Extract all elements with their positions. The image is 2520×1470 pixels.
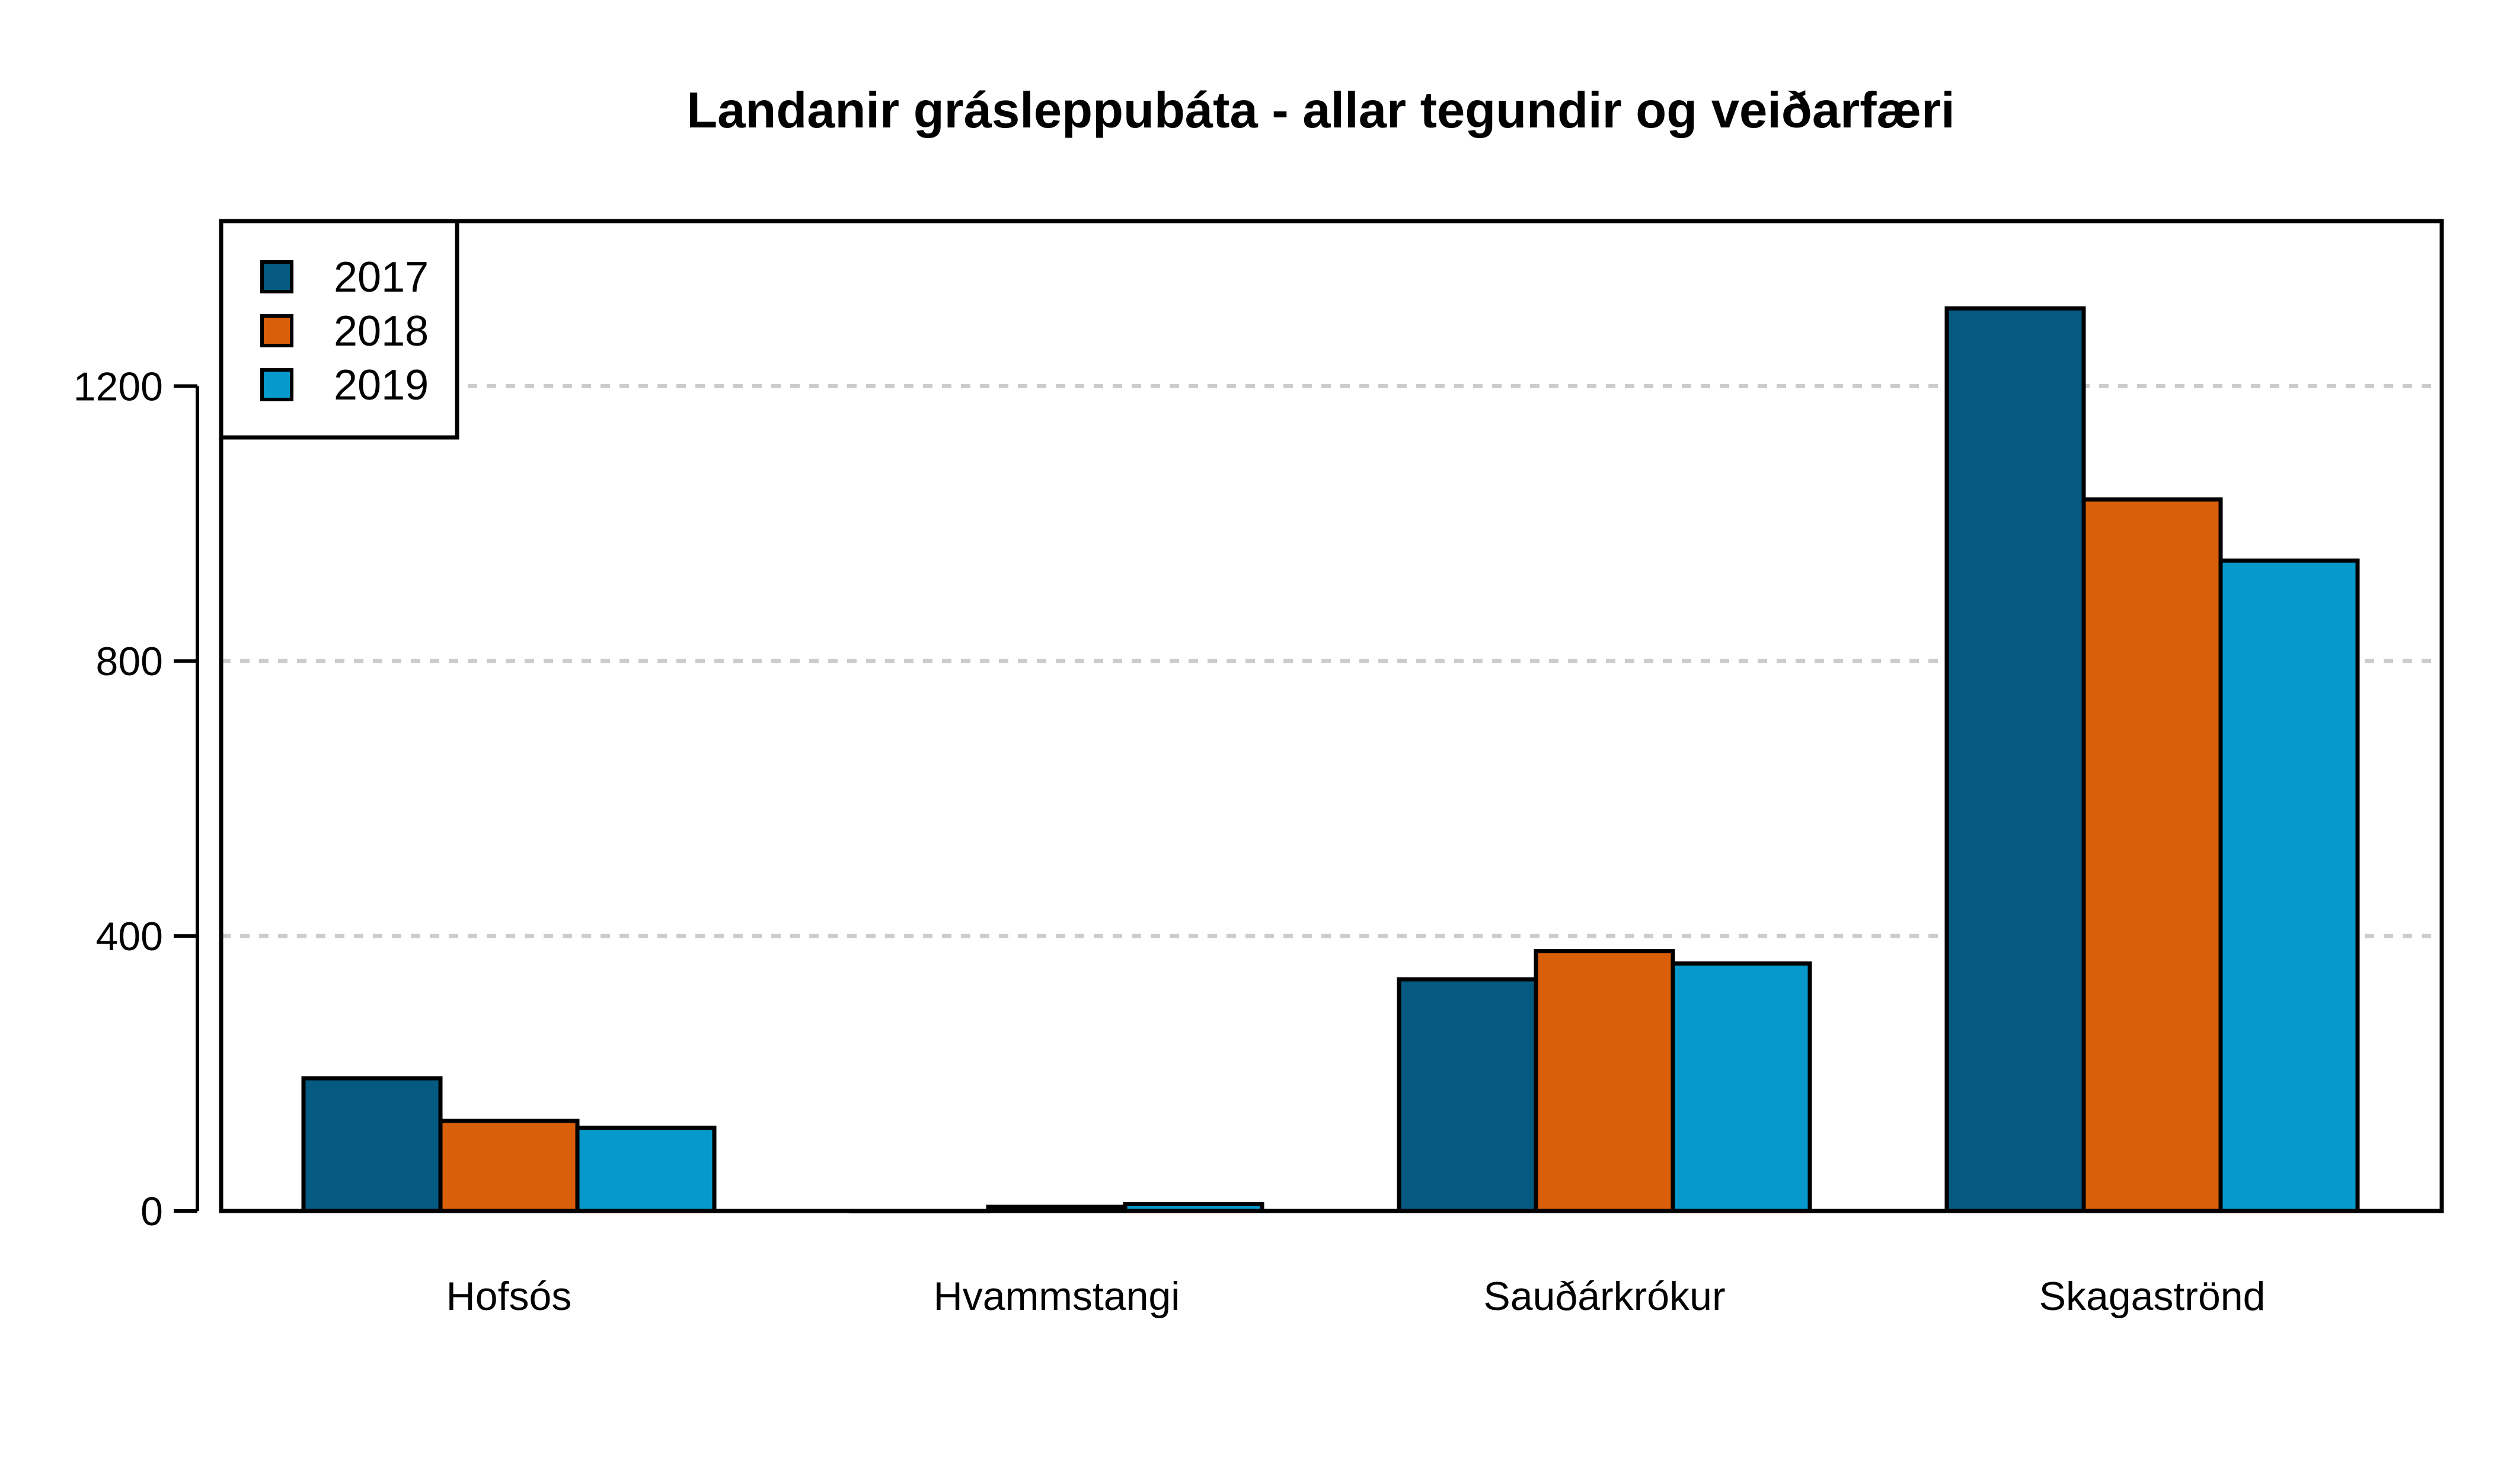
y-tick-label: 800 — [96, 639, 163, 684]
bar-2019-0 — [575, 1126, 717, 1213]
legend-label-2018: 2018 — [334, 308, 429, 355]
bar-2018-0 — [438, 1119, 580, 1213]
y-tick-label: 1200 — [74, 364, 163, 409]
legend-label-2017: 2017 — [334, 254, 429, 301]
bar-2019-2 — [1671, 961, 1812, 1213]
x-tick-label: Skagaströnd — [2039, 1274, 2266, 1319]
bar-2017-0 — [301, 1076, 443, 1213]
bar-2017-2 — [1397, 977, 1538, 1213]
x-tick-label: Sauðárkrókur — [1483, 1274, 1725, 1319]
y-tick-label: 0 — [140, 1189, 163, 1234]
bar-2018-2 — [1534, 949, 1675, 1213]
legend-swatch-2018 — [260, 314, 293, 347]
x-tick-label: Hofsós — [446, 1274, 572, 1319]
x-axis-labels: Hofsós Hvammstangi Sauðárkrókur Skagaströnd — [446, 1274, 2266, 1319]
legend-swatch-2019 — [260, 368, 293, 401]
bar-2017-3 — [1944, 306, 2086, 1213]
chart-title: Landanir grásleppubáta - allar tegundir … — [686, 82, 1955, 139]
x-tick-label: Hvammstangi — [934, 1274, 1180, 1319]
plot-frame — [219, 219, 2444, 1213]
legend: 2017 2018 2019 — [219, 219, 459, 440]
legend-swatch-2017 — [260, 260, 293, 293]
y-axis: 0 400 800 1200 — [74, 364, 199, 1234]
y-tick-label: 400 — [96, 914, 163, 959]
bars — [301, 306, 2360, 1213]
bar-2018-3 — [2081, 497, 2223, 1213]
legend-label-2019: 2019 — [334, 362, 429, 409]
bar-2019-3 — [2218, 558, 2360, 1213]
